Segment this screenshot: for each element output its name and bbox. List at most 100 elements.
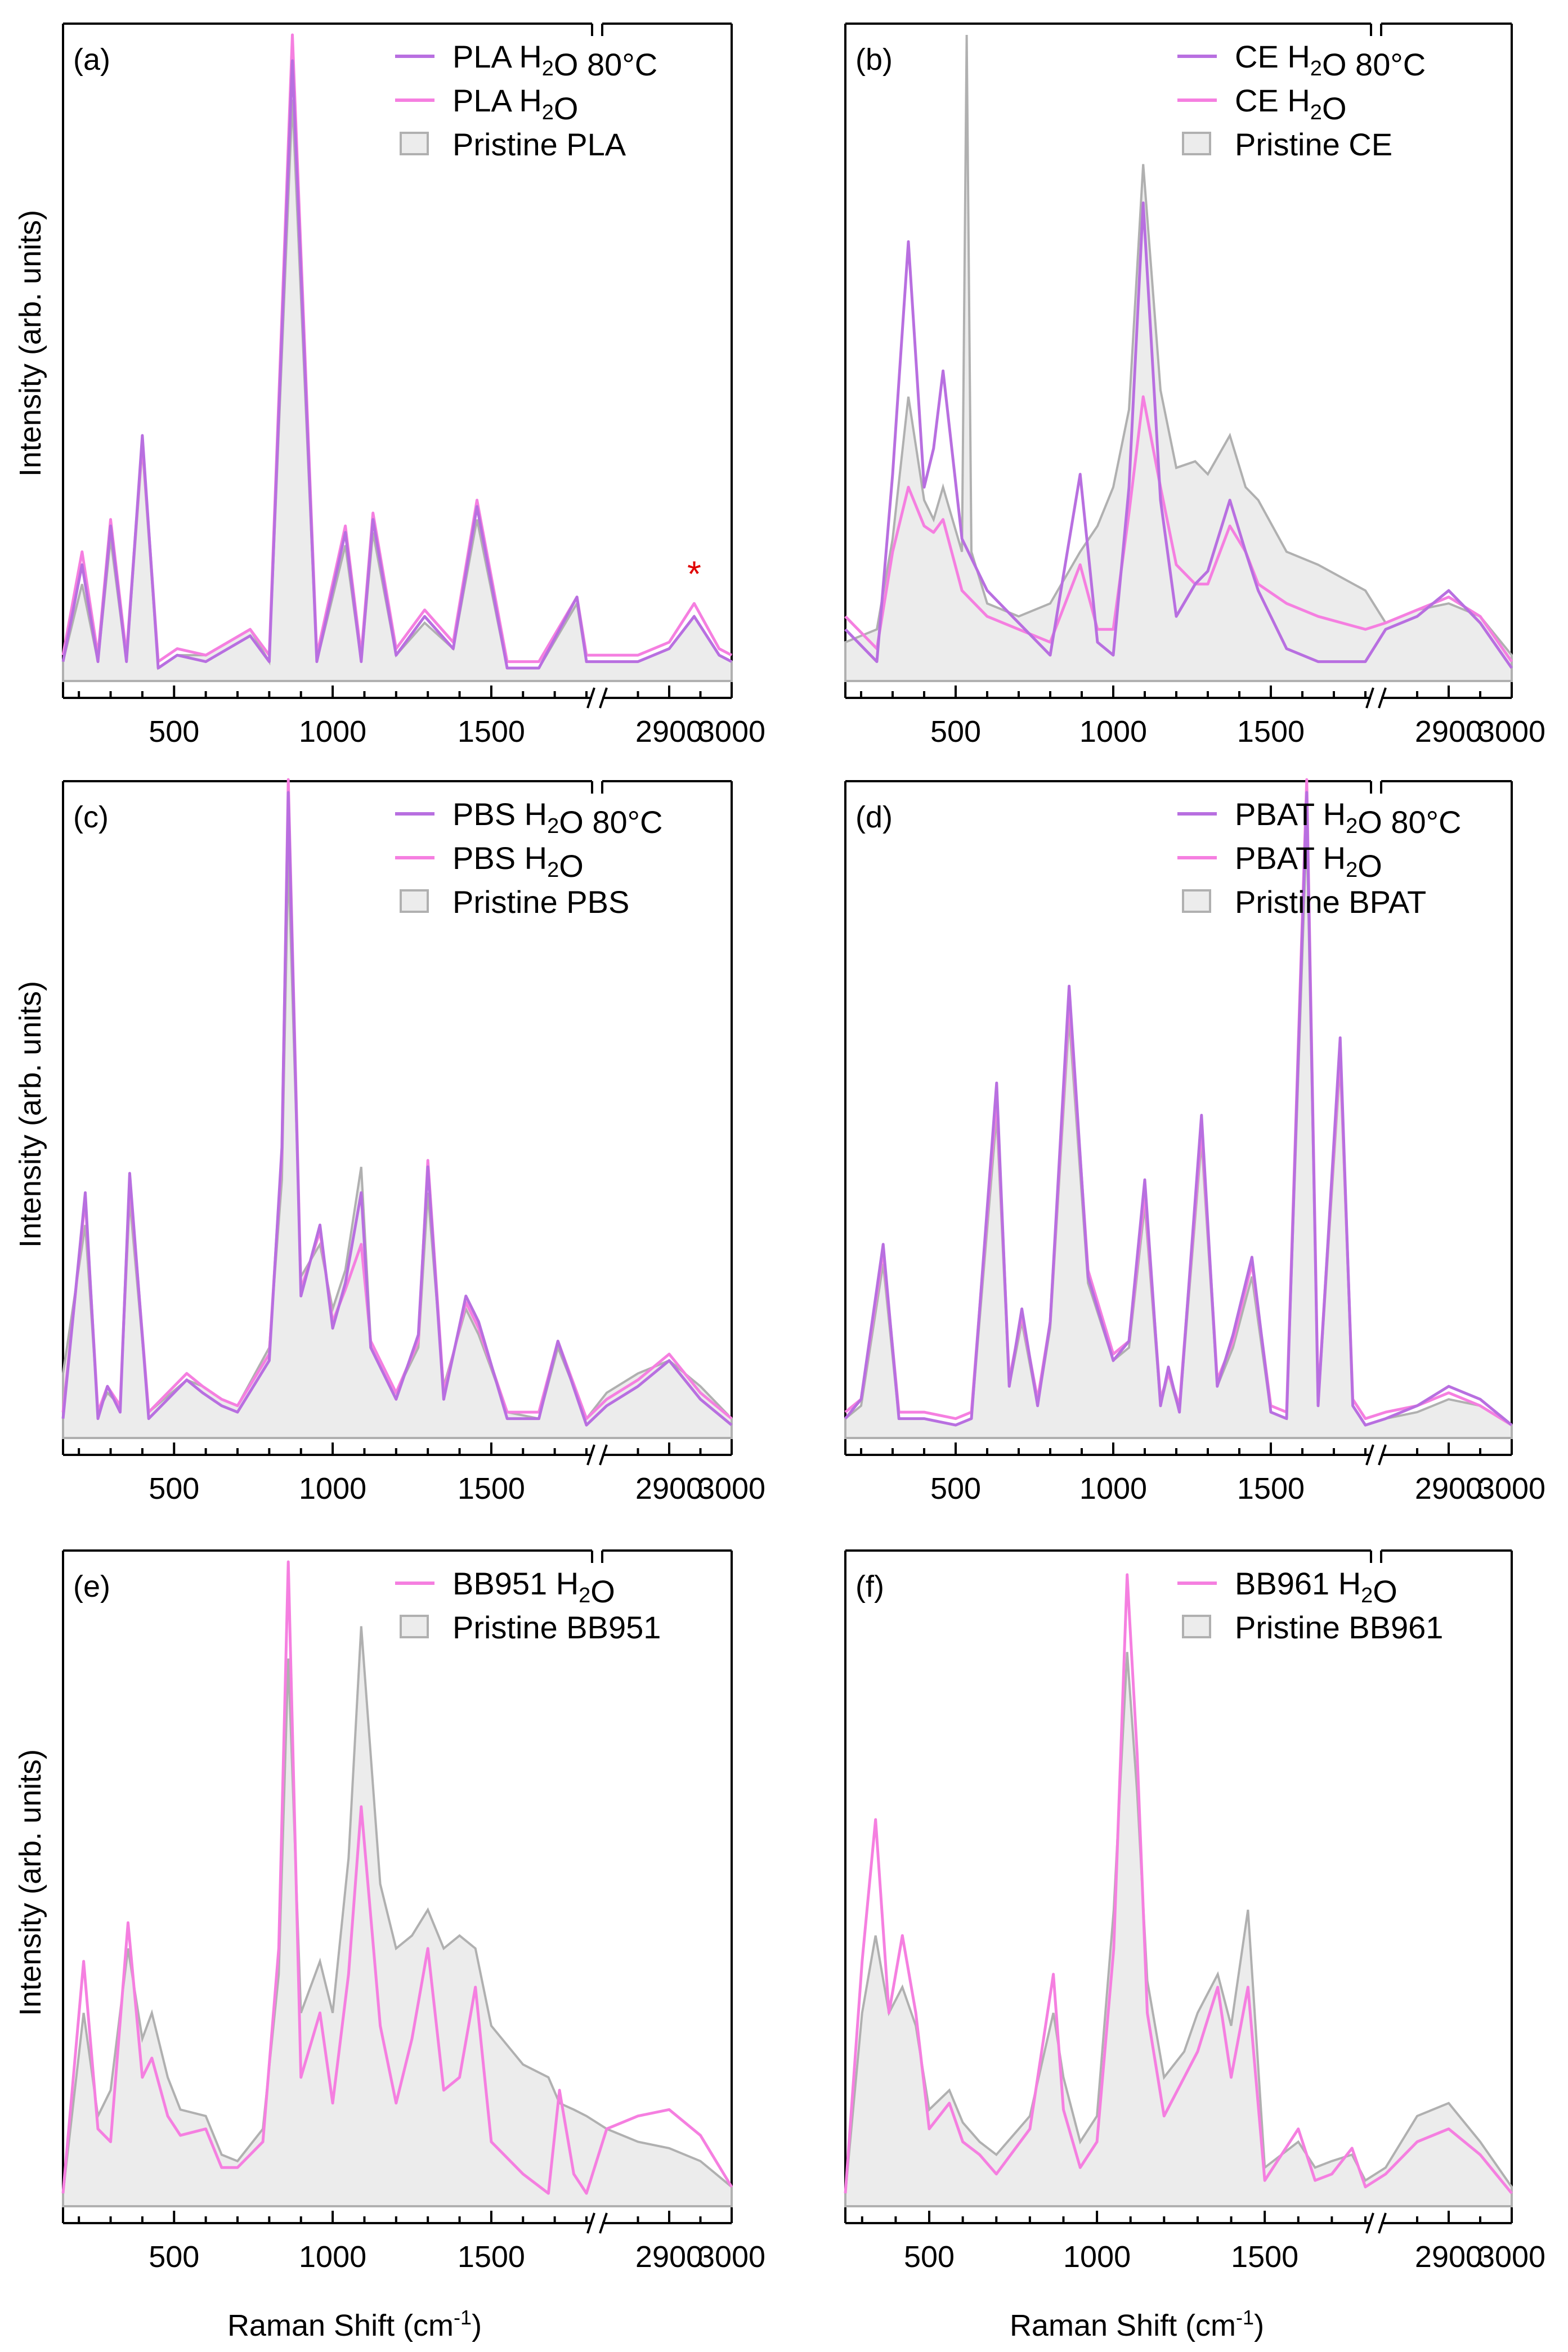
x-tick-label: 1500 [1231,2240,1298,2274]
legend-label-part: BB951 H [453,1566,579,1601]
x-axis-title-left-sup: -1 [454,2306,472,2329]
series-line-0 [61,33,733,664]
panel-label: (c) [73,800,109,834]
legend-label: PBS H2O [453,840,584,884]
series-fill-0 [62,857,733,1439]
legend-label: PBS H2O 80°C [453,796,662,840]
axis-break-mark [1365,1444,1374,1466]
legend-label-part: Pristine BPAT [1235,884,1426,920]
axis-break-mark [1365,2212,1374,2234]
series-line-1 [844,201,1513,669]
x-tick-label: 1500 [1237,715,1305,749]
legend-swatch-fill [1182,889,1211,913]
axis-break-mark [1378,2212,1387,2234]
legend-label-part: O [559,848,584,884]
x-tick-label: 500 [904,2240,955,2274]
legend-label: Pristine PBS [453,884,629,920]
x-tick-label: 500 [930,715,981,749]
legend-label: Pristine CE [1235,127,1392,162]
legend-label-part: Pristine PLA [453,127,626,162]
legend-label: BB951 H2O [453,1566,615,1609]
legend-label-part: O 80°C [1358,804,1461,840]
series-line-1 [61,59,733,670]
x-axis-title-right-base: Raman Shift (cm [1010,2309,1236,2342]
x-axis-title-right-sup: -1 [1236,2306,1254,2329]
legend-label: CE H2O 80°C [1235,39,1426,82]
panel-label: (f) [855,1570,884,1603]
y-axis-title-row-3: Intensity (arb. units) [14,1749,47,2016]
series-fill-0 [844,34,1513,682]
panel-label: (b) [855,43,893,77]
x-tick-label: 3000 [1478,2240,1545,2274]
legend-label-subscript: 2 [1346,858,1358,882]
x-axis-title-left-base: Raman Shift (cm [227,2309,454,2342]
series-line-0 [844,778,1513,1427]
axes [62,1549,733,2234]
x-tick-label: 3000 [698,1472,765,1506]
x-tick-label: 500 [149,715,199,749]
axes [62,780,733,1466]
annotation-marker: * [687,553,701,594]
x-tick-label: 1000 [299,2240,366,2274]
axes [844,1549,1513,2234]
legend-swatch-fill [400,1615,429,1638]
legend-label-subscript: 2 [542,57,554,80]
x-axis-title-right: Raman Shift (cm-1) [1010,2306,1264,2342]
x-tick-label: 2900 [635,715,703,749]
x-ticks [78,686,733,698]
legend-label-part: O [1373,1574,1397,1609]
x-tick-label: 2900 [635,2240,703,2274]
legend-label-subscript: 2 [1310,101,1322,124]
legend-label-subscript: 2 [547,858,559,882]
x-tick-label: 1000 [299,715,366,749]
x-ticks [860,686,1513,698]
x-tick-label: 1000 [1079,715,1147,749]
panel-label: (d) [855,800,893,834]
x-tick-label: 2900 [635,1472,703,1506]
legend-label-subscript: 2 [1346,814,1358,838]
axis-break-mark [586,2212,595,2234]
y-axis-title-row-2: Intensity (arb. units) [14,981,47,1248]
legend-label-part: O [1358,848,1382,884]
axis-break-mark [586,687,595,709]
legend-label: PBAT H2O [1235,840,1382,884]
x-ticks [78,1442,733,1455]
x-axis-title-right-close: ) [1254,2309,1264,2342]
legend-label: Pristine BB951 [453,1610,661,1645]
x-tick-label: 2900 [1415,1472,1482,1506]
x-tick-label: 1500 [458,2240,525,2274]
axis-break-mark [599,1444,608,1466]
legend-label-part: Pristine BB951 [453,1610,661,1645]
legend-label-part: O [1322,91,1347,126]
legend-label-part: PBAT H [1235,796,1346,832]
series-fill-0 [62,99,733,682]
legend-swatch-fill [400,889,429,913]
legend-label: PBAT H2O 80°C [1235,796,1461,840]
y-axis-title-row-1: Intensity (arb. units) [14,210,47,477]
series-line-1 [844,791,1513,1427]
legend-label: BB961 H2O [1235,1566,1397,1609]
legend-label: PLA H2O [453,83,578,126]
x-ticks [861,2211,1513,2223]
legend-label: Pristine BB961 [1235,1610,1443,1645]
legend-label: PLA H2O 80°C [453,39,657,82]
axis-break-mark [1378,1444,1387,1466]
legend-label-part: BB961 H [1235,1566,1361,1601]
legend-label-part: O 80°C [1322,47,1426,82]
legend-label-part: PLA H [453,39,542,74]
x-tick-label: 3000 [1478,1472,1545,1506]
series-fill-0 [62,1626,733,2207]
legend-label-part: PBAT H [1235,840,1346,876]
x-tick-label: 1000 [299,1472,366,1506]
legend-label-subscript: 2 [1361,1584,1373,1607]
x-tick-label: 500 [930,1472,981,1506]
series-line-0 [61,778,733,1421]
